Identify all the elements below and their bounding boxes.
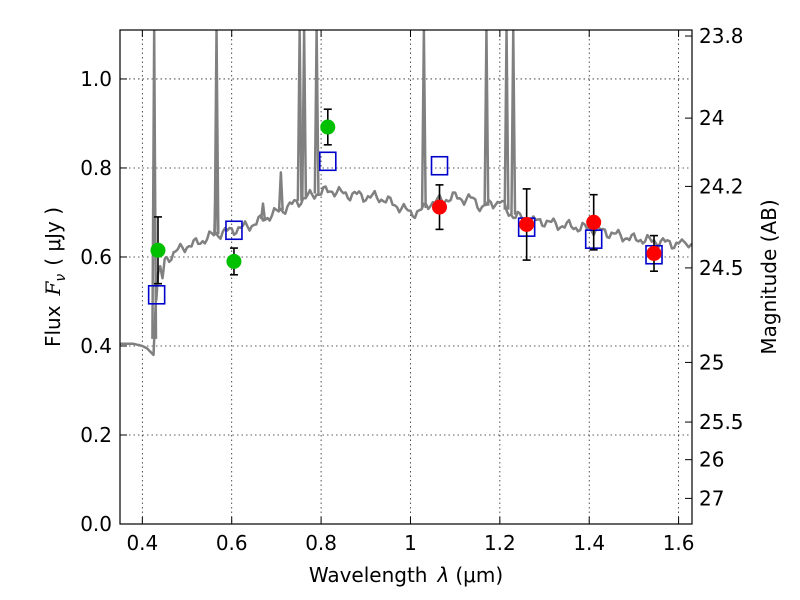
mag-tick-label: 23.8 xyxy=(699,24,744,48)
mag-tick-label: 25.5 xyxy=(699,410,744,434)
mag-tick-label: 24 xyxy=(699,106,724,130)
y-tick-label: 0.4 xyxy=(80,334,112,358)
axis-ticks: 0.4 0.6 0.8 1 1.2 1.4 1.6 0.0 0.2 0.4 0.6 0.8 1.0 23.… xyxy=(80,24,743,555)
emission-line xyxy=(483,30,490,206)
emission-line xyxy=(313,30,320,194)
data-point xyxy=(519,216,535,232)
y-tick-label: 0.6 xyxy=(80,245,112,269)
x-tick-label: 1.6 xyxy=(663,531,695,555)
emission-line xyxy=(503,30,510,210)
x-tick-label: 0.4 xyxy=(126,531,158,555)
emission-line xyxy=(259,202,267,220)
y-tick-label: 0.0 xyxy=(80,512,112,536)
x-tick-label: 1.2 xyxy=(484,531,516,555)
x-tick-label: 1.4 xyxy=(573,531,605,555)
emission-line xyxy=(151,30,158,339)
mag-tick-label: 24.2 xyxy=(699,174,744,198)
x-axis-label: Wavelength λ (μm) xyxy=(309,563,503,587)
data-point xyxy=(320,119,336,135)
mag-tick-label: 24.5 xyxy=(699,256,744,280)
emission-line xyxy=(213,175,220,235)
y-tick-label: 0.2 xyxy=(80,423,112,447)
mag-tick-label: 27 xyxy=(699,486,724,510)
x-tick-label: 0.6 xyxy=(216,531,248,555)
model-photometry-box xyxy=(225,220,243,241)
model-photometry-box xyxy=(430,155,449,176)
y-tick-label: 1.0 xyxy=(80,67,112,91)
emission-line xyxy=(277,171,284,211)
emission-line xyxy=(510,30,517,215)
grid xyxy=(120,30,692,525)
plot-frame xyxy=(119,29,693,525)
data-point xyxy=(432,199,448,215)
emission-line xyxy=(213,30,220,235)
y2-axis-label: Magnitude (AB) xyxy=(757,199,781,354)
data-point xyxy=(586,214,602,230)
y-axis-label: FluxFν( μJy ) xyxy=(41,207,69,347)
emission-line xyxy=(420,30,427,209)
emission-line xyxy=(296,30,303,201)
model-continuum xyxy=(120,185,692,357)
y-tick-label: 0.8 xyxy=(80,156,112,180)
data-point xyxy=(646,245,662,261)
x-tick-label: 0.8 xyxy=(305,531,337,555)
model-photometry-box xyxy=(147,285,166,305)
mag-tick-label: 26 xyxy=(699,448,724,472)
model-photometry-box xyxy=(318,151,337,172)
mag-tick-label: 25 xyxy=(699,350,724,374)
data-point xyxy=(226,253,242,269)
data-points xyxy=(147,108,663,305)
model-spectrum xyxy=(120,30,692,357)
x-tick-label: 1 xyxy=(404,531,417,555)
data-point xyxy=(150,242,166,258)
emission-line xyxy=(301,30,308,199)
